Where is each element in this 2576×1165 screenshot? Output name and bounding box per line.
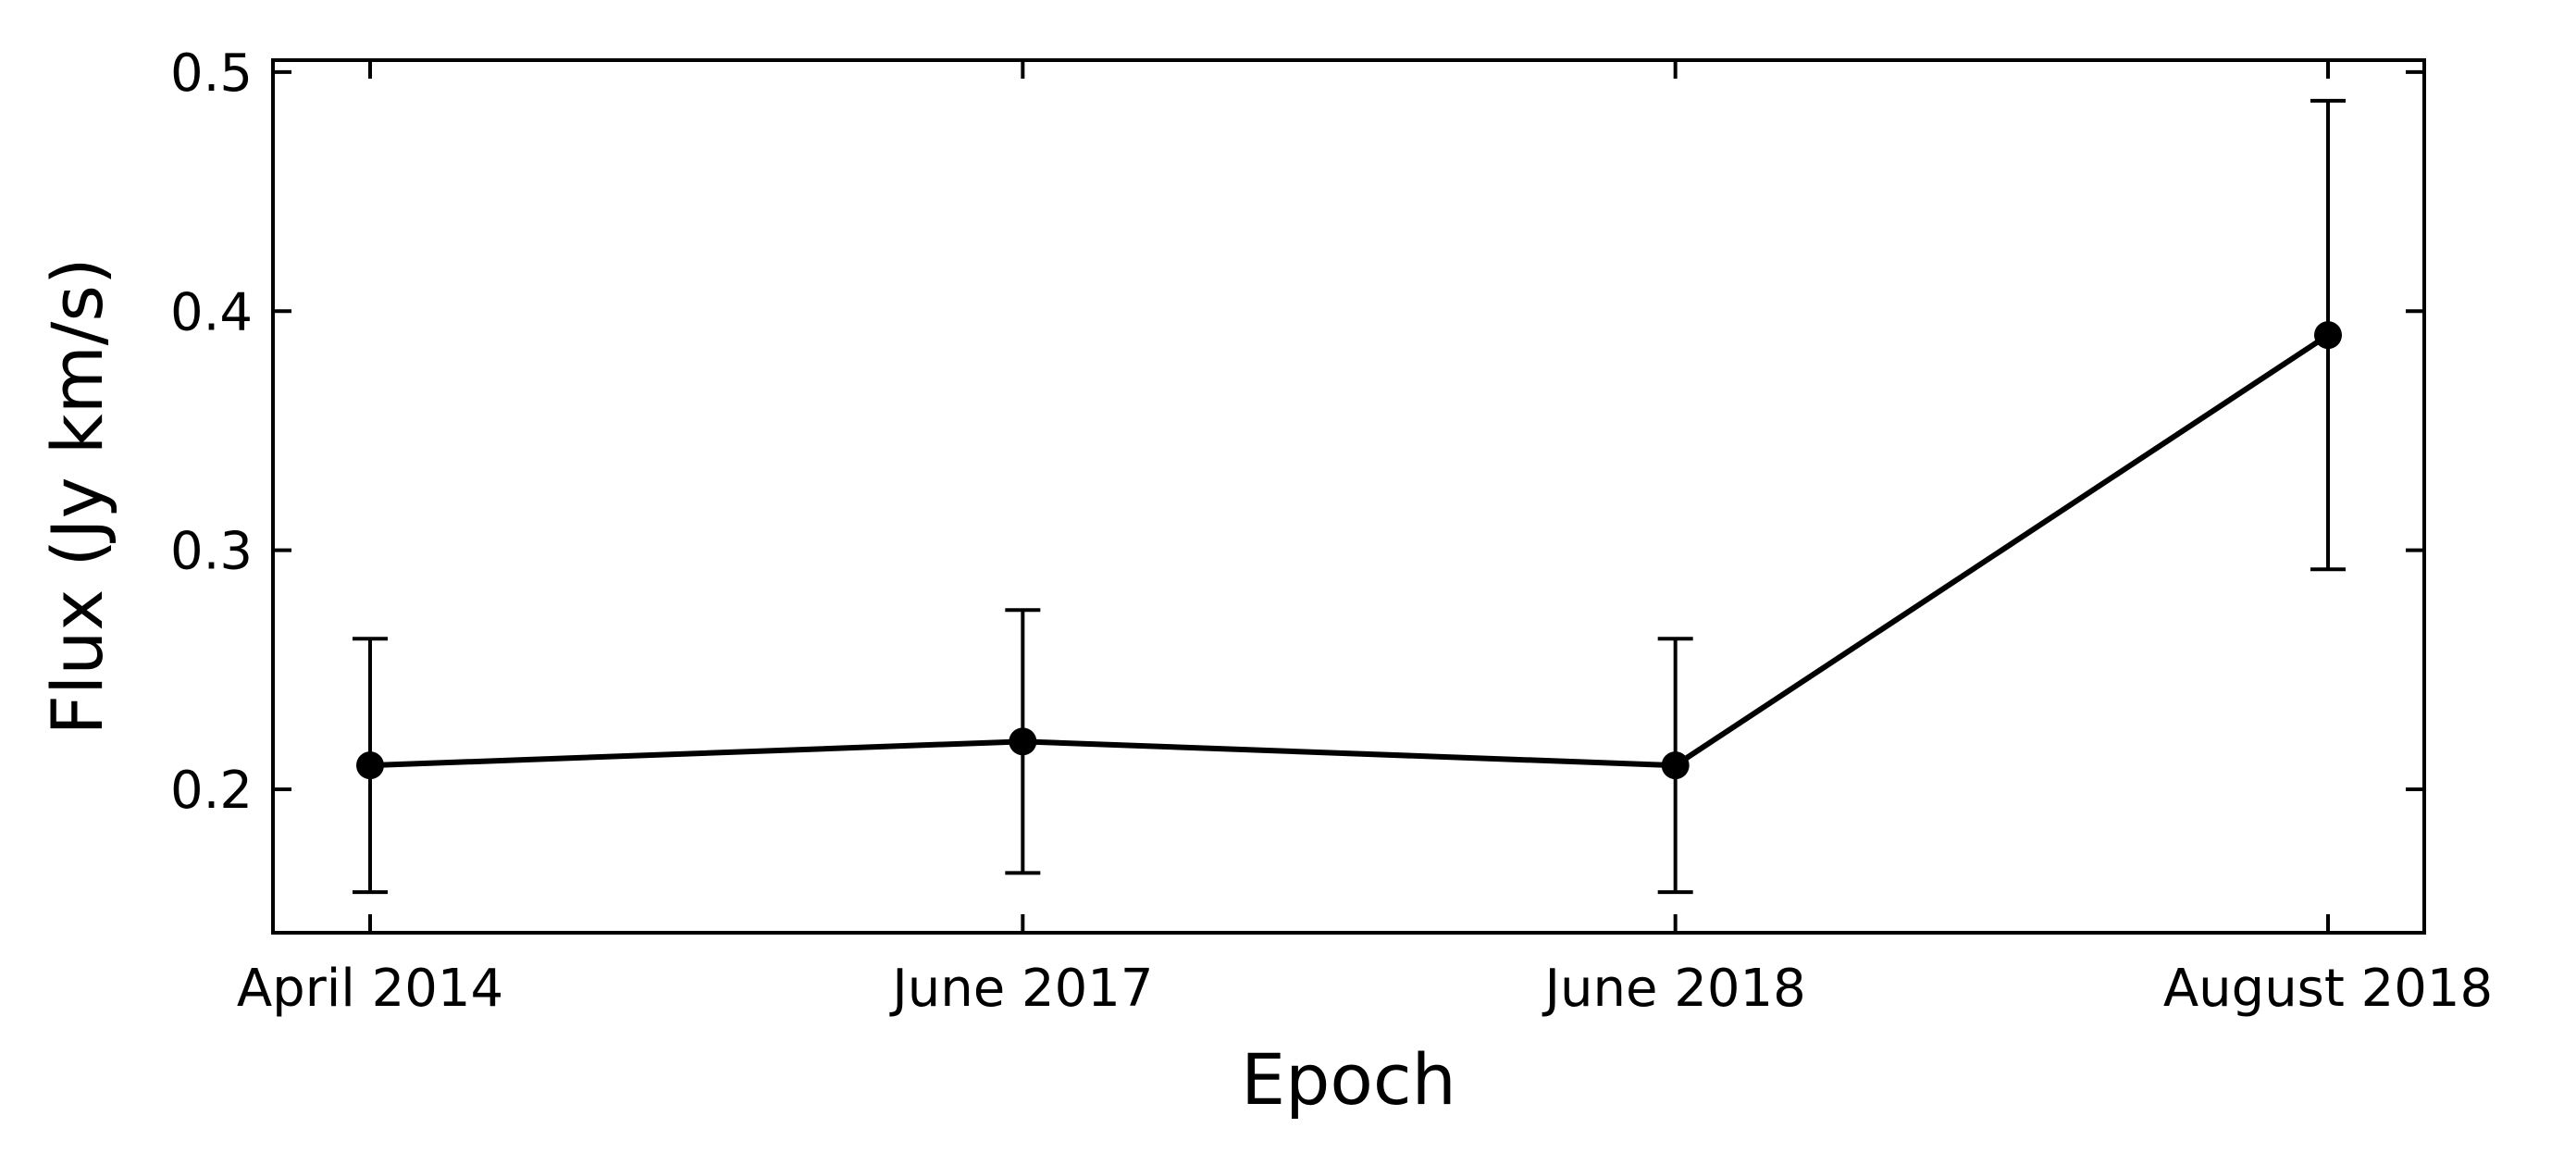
y-tick-label: 0.4	[170, 282, 253, 342]
y-tick-labels: 0.2 0.3 0.4 0.5	[170, 43, 253, 821]
series-line	[369, 332, 2330, 769]
y-axis-label: Flux (Jy km/s)	[36, 257, 118, 735]
x-tick-label: June 2017	[889, 959, 1153, 1019]
x-tick-label: June 2018	[1542, 959, 1806, 1019]
data-points	[356, 321, 2342, 780]
y-tick-label: 0.5	[170, 43, 253, 104]
y-tick-label: 0.2	[170, 761, 253, 821]
x-tick-label: August 2018	[2163, 959, 2493, 1019]
y-tick-label: 0.3	[170, 522, 253, 582]
x-axis-label: Epoch	[1241, 1038, 1456, 1121]
x-tick-labels: April 2014 June 2017 June 2018 August 2018	[237, 959, 2493, 1019]
data-point	[2314, 321, 2342, 350]
data-point	[1661, 751, 1690, 780]
error-bars	[353, 98, 2346, 895]
series-line-layer	[369, 332, 2330, 769]
data-point	[356, 751, 384, 780]
x-tick-label: April 2014	[237, 959, 503, 1019]
axis-ticks	[273, 60, 2424, 933]
plot-frame	[271, 58, 2426, 935]
data-point	[1009, 727, 1037, 756]
